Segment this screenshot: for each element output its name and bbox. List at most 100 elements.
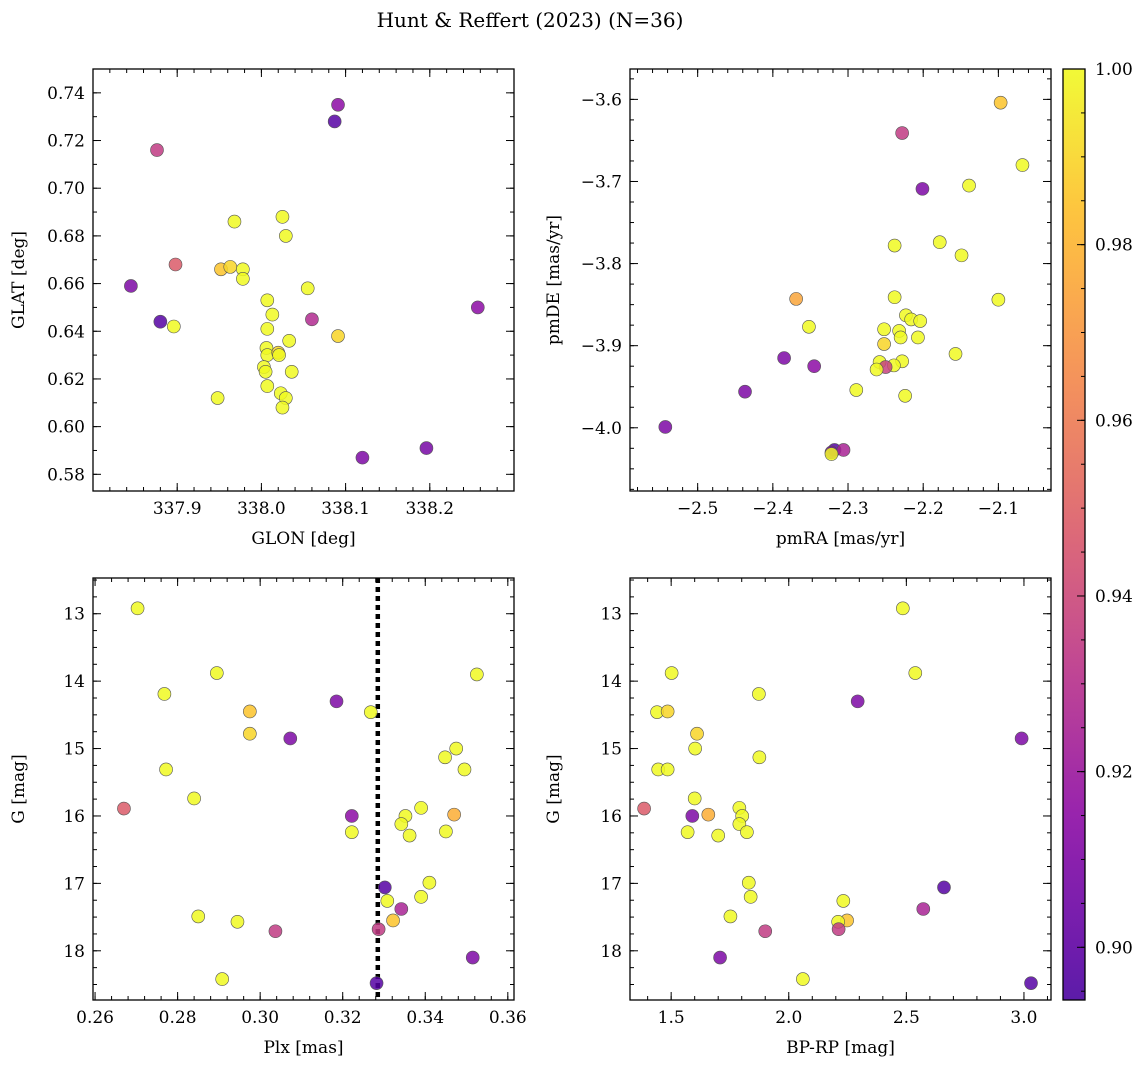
scatter-point	[887, 238, 902, 253]
x-tick-label: 2.5	[893, 1008, 920, 1028]
scatter-point	[371, 922, 386, 937]
scatter-point	[272, 348, 286, 362]
x-tick-label: 0.32	[324, 1008, 362, 1028]
scatter-point	[1014, 731, 1029, 746]
scatter-point	[457, 762, 472, 777]
y-tick-label: −4.0	[581, 419, 622, 439]
scatter-point	[701, 807, 716, 822]
scatter-point	[658, 420, 673, 434]
scatter-point	[711, 828, 725, 843]
scatter-point	[680, 825, 695, 839]
colorbar-tick-label: 1.00	[1095, 60, 1133, 80]
scatter-point	[230, 915, 245, 929]
scatter-point	[243, 704, 257, 719]
scatter-point	[743, 890, 758, 904]
plot-area	[658, 95, 1030, 461]
scatter-point	[157, 687, 172, 701]
y-tick-label: 15	[63, 740, 85, 760]
scatter-point	[168, 257, 183, 272]
x-tick-label: 338.2	[405, 499, 454, 519]
scatter-point	[419, 441, 434, 455]
y-tick-label: 0.64	[47, 322, 85, 342]
scatter-point	[130, 601, 145, 616]
y-tick-label: −3.6	[581, 90, 622, 110]
scatter-point	[327, 114, 342, 129]
x-tick-label: 0.28	[159, 1008, 197, 1028]
x-tick-label: −2.3	[827, 499, 868, 519]
scatter-point	[470, 667, 484, 682]
x-tick-label: −2.4	[752, 499, 793, 519]
scatter-point	[802, 319, 816, 334]
scatter-point	[282, 333, 296, 348]
y-tick-label: 17	[600, 874, 622, 894]
y-tick-label: 0.68	[47, 227, 85, 247]
scatter-point	[789, 292, 803, 306]
scatter-point	[260, 293, 275, 308]
colorbar: 0.90 0.92 0.94 0.96 0.98 1.00	[1062, 60, 1133, 1001]
axes-frame	[629, 577, 1052, 1001]
scatter-point	[284, 364, 299, 379]
scatter-point	[758, 924, 773, 939]
scatter-point	[236, 272, 250, 286]
scatter-point	[869, 362, 884, 377]
scatter-point	[439, 824, 453, 839]
y-tick-label: 0.66	[47, 275, 85, 295]
scatter-point	[849, 383, 864, 397]
y-tick-label: 13	[63, 605, 85, 625]
colorbar-gradient	[1063, 69, 1085, 1000]
panel-bprp_g: 1.5 2.0 2.5 3.0 13 14 15 16 17 18 BP-RP [mag] G [ma…	[544, 577, 1052, 1058]
y-tick-label: 17	[63, 874, 85, 894]
scatter-point	[741, 875, 756, 890]
scatter-point	[685, 809, 700, 823]
scatter-point	[836, 894, 851, 908]
y-tick-label: 18	[600, 942, 622, 962]
scatter-point	[777, 351, 791, 365]
scatter-point	[268, 924, 283, 939]
scatter-point	[124, 279, 138, 293]
scatter-point	[355, 450, 370, 465]
scatter-point	[414, 801, 428, 815]
y-tick-label: −3.8	[581, 255, 622, 275]
scatter-point	[260, 379, 275, 393]
scatter-point	[159, 762, 173, 777]
x-tick-label: 0.30	[241, 1008, 279, 1028]
colorbar-tick-label: 0.90	[1095, 938, 1133, 958]
scatter-point	[422, 875, 437, 890]
x-axis-label: GLON [deg]	[251, 529, 355, 549]
scatter-point	[210, 391, 225, 405]
scatter-point	[438, 750, 452, 765]
panels: 337.9 338.0 338.1 338.2 0.58 0.60 0.62 0.64 0.66…	[9, 68, 1052, 1058]
scatter-point	[752, 687, 766, 701]
scatter-point	[962, 178, 976, 193]
figure-title: Hunt & Reffert (2023) (N=36)	[377, 8, 684, 32]
scatter-point	[713, 950, 727, 965]
y-tick-label: 0.62	[47, 370, 85, 390]
x-tick-label: 0.36	[489, 1008, 527, 1028]
scatter-point	[954, 248, 969, 263]
axes-frame	[92, 68, 515, 492]
colorbar-tick-label: 0.94	[1095, 587, 1133, 607]
scatter-point	[807, 359, 821, 374]
scatter-point	[824, 447, 839, 461]
scatter-point	[908, 666, 923, 680]
scatter-point	[167, 319, 181, 334]
scatter-point	[363, 705, 378, 719]
scatter-point	[117, 801, 131, 816]
scatter-point	[796, 972, 810, 986]
y-tick-label: 0.60	[47, 418, 85, 438]
panel-glon_glat: 337.9 338.0 338.1 338.2 0.58 0.60 0.62 0.64 0.66…	[9, 68, 515, 549]
y-axis-label: G [mag]	[9, 754, 29, 823]
scatter-point	[932, 235, 947, 250]
scatter-point	[402, 828, 417, 843]
scatter-point	[331, 329, 345, 343]
scatter-point	[369, 976, 384, 990]
scatter-point	[690, 726, 704, 741]
scatter-point	[913, 314, 927, 328]
scatter-point	[465, 950, 480, 965]
scatter-point	[260, 322, 275, 336]
x-tick-label: −2.1	[978, 499, 1019, 519]
x-tick-label: 0.34	[406, 1008, 444, 1028]
colorbar-tick-label: 0.98	[1095, 236, 1133, 256]
colorbar-tick-label: 0.92	[1095, 763, 1133, 783]
